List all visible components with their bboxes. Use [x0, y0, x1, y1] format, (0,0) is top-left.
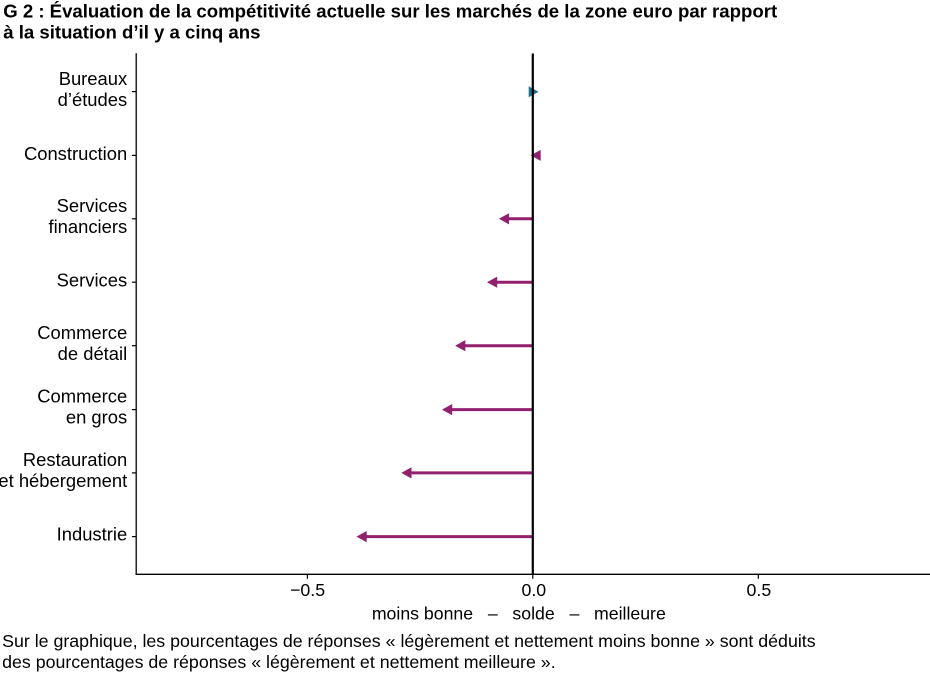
- svg-text:à la situation d’il y a cinq a: à la situation d’il y a cinq ans: [3, 21, 260, 42]
- svg-text:financiers: financiers: [48, 216, 127, 237]
- svg-text:Commerce: Commerce: [37, 322, 127, 343]
- svg-text:des pourcentages de réponses «: des pourcentages de réponses « légèremen…: [2, 652, 556, 672]
- svg-text:Services: Services: [57, 270, 128, 291]
- svg-text:Sur le graphique, les pourcent: Sur le graphique, les pourcentages de ré…: [2, 631, 816, 651]
- svg-text:d’études: d’études: [58, 89, 128, 110]
- svg-text:et hébergement: et hébergement: [0, 470, 127, 491]
- svg-text:0.5: 0.5: [747, 580, 772, 600]
- svg-text:G 2 : Évaluation de la compéti: G 2 : Évaluation de la compétitivité act…: [3, 0, 777, 21]
- svg-text:0.0: 0.0: [521, 580, 546, 600]
- svg-text:en gros: en gros: [66, 407, 127, 428]
- svg-text:Services: Services: [57, 195, 128, 216]
- svg-text:Commerce: Commerce: [37, 386, 127, 407]
- svg-text:de détail: de détail: [58, 343, 128, 364]
- svg-text:moins bonne – solde –: moins bonne – solde – meilleure: [372, 604, 666, 624]
- svg-text:Construction: Construction: [24, 143, 127, 164]
- svg-text:Bureaux: Bureaux: [59, 68, 128, 89]
- svg-text:Industrie: Industrie: [57, 524, 128, 545]
- svg-text:Restauration: Restauration: [23, 449, 127, 470]
- svg-text:−0.5: −0.5: [290, 580, 325, 600]
